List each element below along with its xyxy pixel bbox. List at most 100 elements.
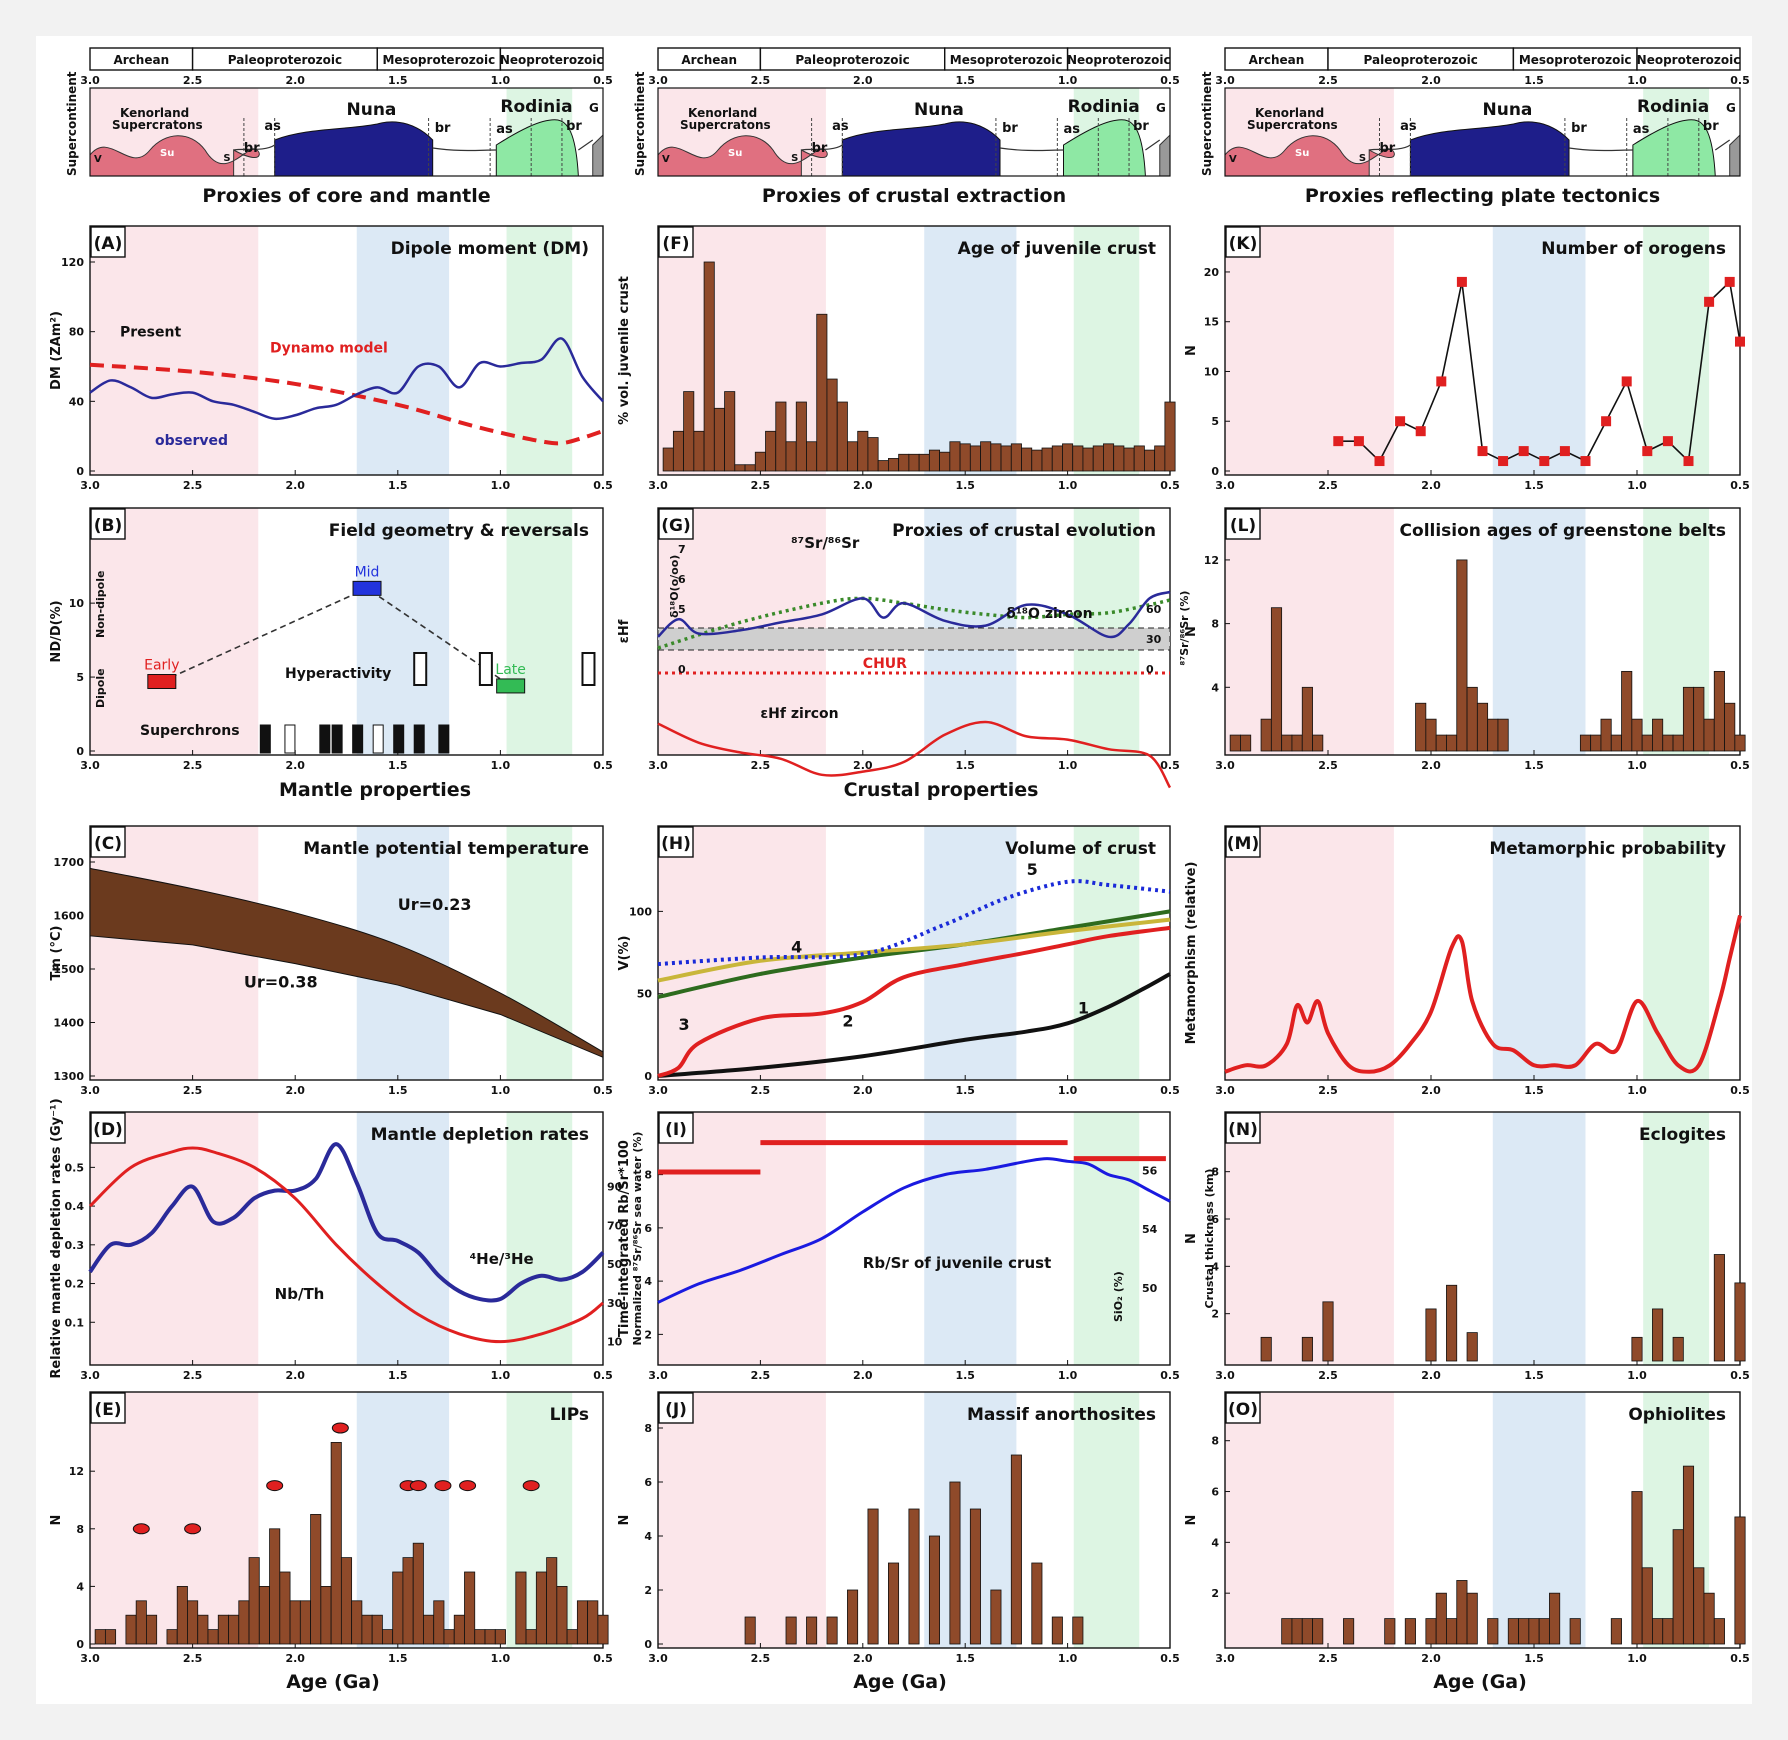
bar: [269, 1528, 281, 1645]
era-label: Mesoproterozoic: [382, 53, 495, 67]
bar: [1425, 718, 1437, 752]
age-tick: 3.0: [648, 74, 668, 87]
v-label: V: [1229, 154, 1237, 165]
panel-title: Mantle depletion rates: [371, 1125, 589, 1145]
br-label: br: [1571, 121, 1587, 136]
panel-F: (F) Age of juvenile crust 3.0 2.5 2.0 1.5 1.0 0…: [617, 225, 1180, 492]
panel-letter-box: [658, 1392, 694, 1424]
panel-O: (O) Ophiolites 3.0 2.5 2.0 1.5 1.0 0.5 2 4 6 8 N: [1184, 1391, 1750, 1665]
bar: [1662, 734, 1674, 752]
y-tick-label: 10: [1204, 365, 1220, 378]
bar: [1734, 734, 1746, 752]
panel-letter-box: [90, 1112, 126, 1144]
era-label: Archean: [1249, 53, 1305, 67]
y-tick-label: 0: [644, 1638, 652, 1651]
y2-tick-label: 0: [1146, 663, 1154, 676]
data-point: [1539, 456, 1550, 467]
x-tick-label: 0.5: [1730, 1369, 1750, 1382]
series-line-rbsr: [657, 1157, 1171, 1304]
y-tick-label: 4: [1211, 1260, 1219, 1273]
bar: [1703, 718, 1715, 752]
age-tick: 2.5: [751, 74, 771, 87]
supercratons-label: Supercratons: [1247, 118, 1338, 132]
panel-title: Ophiolites: [1628, 1405, 1726, 1425]
series-line-dynamo: [89, 362, 604, 446]
bar: [806, 1616, 818, 1645]
y-tick-label: 0: [644, 1070, 652, 1083]
x-tick-label: 0.5: [1160, 479, 1180, 492]
x-tick-label: 1.0: [1058, 759, 1078, 772]
x-tick-label: 2.0: [1421, 1084, 1441, 1097]
kenorland-label: Kenorland: [120, 106, 189, 120]
panel-letter: (J): [665, 1400, 687, 1420]
supercontinent-header: Archean Paleoproterozoic Mesoproterozoic Ne…: [633, 47, 1180, 207]
bar: [775, 401, 787, 472]
panel-letter-box: [1225, 1392, 1261, 1424]
panel-letter-box: [90, 226, 126, 258]
data-point: [1580, 456, 1591, 467]
band-blue: [924, 826, 1017, 1080]
lip-marker: [132, 1523, 150, 1535]
panel-frame: [657, 225, 1171, 476]
bar: [1425, 1618, 1437, 1645]
bar: [1291, 734, 1303, 752]
bar: [1713, 1254, 1725, 1362]
age-tick: 1.5: [1524, 74, 1544, 87]
bar: [125, 1614, 137, 1645]
bar: [928, 449, 940, 472]
era-label: Neoproterozoic: [500, 53, 604, 67]
bar: [392, 1571, 404, 1645]
x-tick-label: 2.5: [183, 1652, 203, 1665]
series-line-4: [657, 917, 1171, 983]
x-tick-label: 1.0: [1627, 1369, 1647, 1382]
bar: [949, 441, 961, 472]
x-tick-label: 1.0: [491, 479, 511, 492]
column-title: Proxies reflecting plate tectonics: [1305, 185, 1660, 207]
bar: [785, 441, 797, 472]
x-tick-label: 2.5: [183, 1084, 203, 1097]
x-tick-label: 2.5: [183, 479, 203, 492]
x-tick-label: 3.0: [648, 1084, 668, 1097]
bar: [1652, 1308, 1664, 1362]
s-label: S: [1359, 153, 1366, 164]
bar: [597, 1614, 609, 1645]
band-blue: [1492, 1112, 1586, 1365]
bar: [1301, 1618, 1313, 1645]
annotation: δ¹⁸O zircon: [1006, 606, 1092, 622]
panel-A: (A) Dipole moment (DM) 3.0 2.5 2.0 1.5 1.0 0.5 0…: [49, 225, 613, 492]
x-tick-label: 3.0: [80, 1369, 100, 1382]
marker-late: [496, 678, 526, 694]
x-tick-label: 0.5: [1730, 759, 1750, 772]
bar: [836, 401, 848, 472]
supercontinent-ylabel: Supercontinent: [633, 71, 647, 176]
nuna-blob: [274, 121, 434, 177]
x-tick-label: 2.0: [853, 759, 873, 772]
bar: [1154, 445, 1166, 472]
annotation: ⁴He/³He: [470, 1250, 534, 1268]
y-tick-label: 1400: [53, 1017, 84, 1030]
bar: [765, 430, 777, 472]
age-tick: 2.0: [853, 74, 873, 87]
superchron-bar: [372, 724, 384, 754]
panel-frame: [89, 1111, 604, 1366]
bar: [402, 1557, 414, 1645]
annotation: Non-dipole: [94, 571, 107, 638]
x-tick-label: 2.5: [1318, 759, 1338, 772]
y2-tick-label: 54: [1142, 1223, 1158, 1236]
bar: [1435, 1592, 1447, 1645]
x-tick-label: 3.0: [80, 1652, 100, 1665]
era-label: Mesoproterozoic: [950, 53, 1063, 67]
s-label: S: [791, 153, 798, 164]
bar: [847, 1589, 859, 1645]
bar: [1260, 718, 1272, 752]
data-point: [1559, 446, 1570, 457]
annotation: Ur=0.23: [398, 895, 472, 914]
x-tick-label: 2.5: [751, 1369, 771, 1382]
bar: [1446, 1284, 1458, 1362]
era-label: Archean: [113, 53, 169, 67]
g-label: G: [1726, 101, 1736, 115]
x-tick-label: 1.0: [491, 759, 511, 772]
bar: [1549, 1592, 1561, 1645]
bar: [888, 1562, 900, 1645]
y-axis-label: εHf: [617, 619, 632, 643]
